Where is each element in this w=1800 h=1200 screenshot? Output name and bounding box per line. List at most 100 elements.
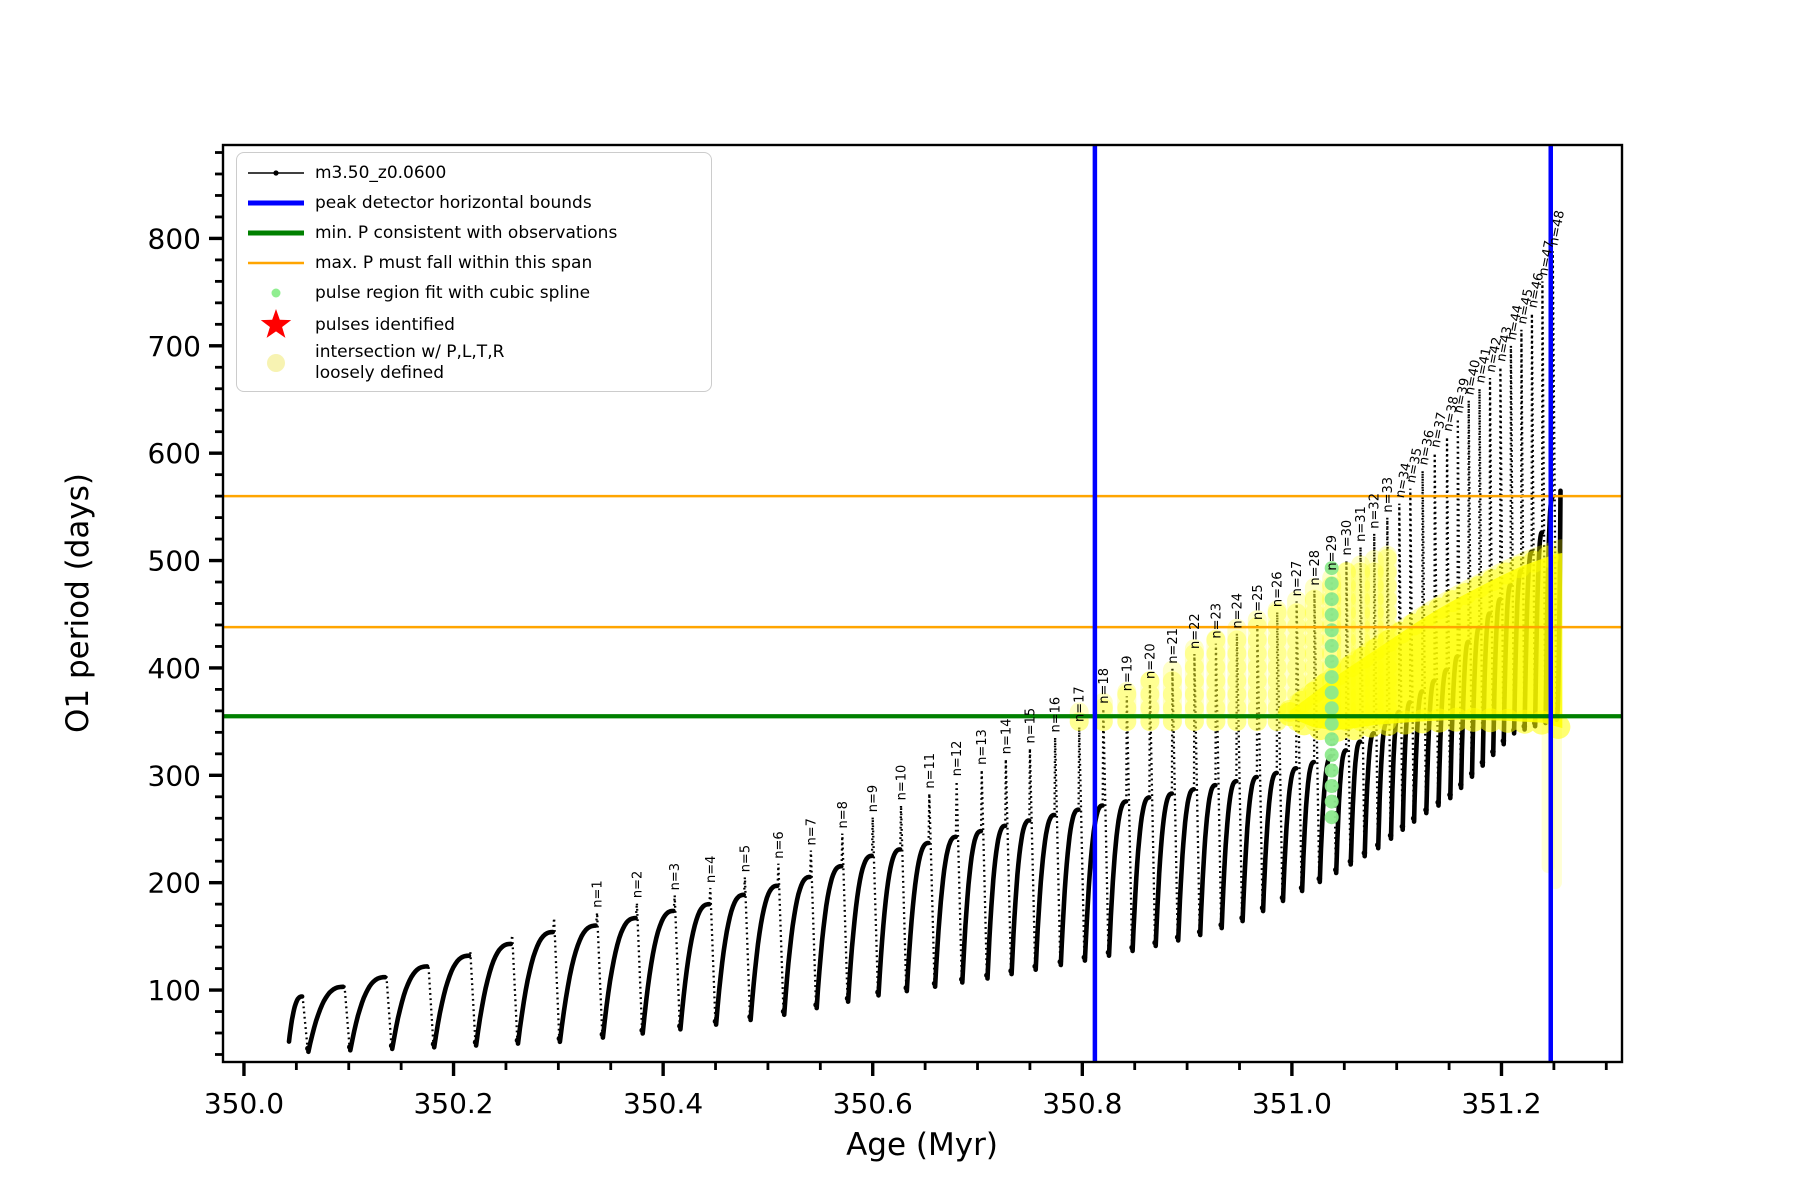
pulse-minimum-dot: [1152, 939, 1158, 946]
pulse-minimum-dot: [1435, 799, 1441, 806]
pulse-minimum-dot: [780, 1008, 787, 1015]
pulse-minimum-dot: [1490, 748, 1496, 755]
pulse-minimum-dot: [388, 1042, 395, 1049]
pulse-label: n=5: [738, 845, 753, 872]
spline-fit-dot: [1324, 716, 1339, 731]
pulse-label: n=12: [950, 741, 965, 777]
y-axis-label: O1 period (days): [60, 473, 96, 733]
pulse-label: n=47: [1536, 239, 1558, 277]
pulse-minimum-dot: [1057, 959, 1064, 965]
spline-fit-dot: [1324, 592, 1339, 607]
intersection-region: [1069, 539, 1575, 890]
pulse-label: n=7: [804, 818, 819, 845]
legend-marker-thick-line-icon: [248, 200, 304, 206]
pulse-label: n=32: [1368, 493, 1383, 529]
pulse-label: n=36: [1416, 429, 1438, 467]
pulse-label: n=11: [923, 753, 938, 789]
pulse-label: n=22: [1188, 613, 1203, 649]
pulse-label: n=6: [772, 831, 787, 858]
pulse-label: n=23: [1209, 603, 1224, 639]
yellow-wedge-top-blobs: [1278, 542, 1574, 722]
pulse-minimum-dot: [1196, 929, 1203, 935]
pulse-minimum-dot: [1447, 792, 1453, 798]
pulse-minimum-dot: [1008, 968, 1014, 974]
pulse-minimum-dot: [1468, 770, 1475, 777]
spline-fit-dot: [1324, 779, 1339, 793]
pulse-label: n=37: [1428, 411, 1450, 449]
pulse-minimum-dot: [305, 1045, 311, 1052]
pulse-label: n=26: [1271, 571, 1286, 607]
pulse-minimum-dot: [1032, 963, 1038, 970]
pulse-label: n=1: [591, 880, 606, 907]
pulse-label: n=33: [1381, 477, 1396, 513]
pulse-label: n=31: [1354, 506, 1369, 542]
spline-fit-dot: [1324, 685, 1339, 700]
legend-item: pulses identified: [237, 308, 711, 342]
yellow-wedge: [1289, 553, 1563, 731]
pulse-label: n=28: [1308, 550, 1323, 586]
pulse-label: n=10: [895, 765, 910, 801]
legend-item: min. P consistent with observations: [237, 218, 711, 248]
pulse-label: n=42: [1484, 336, 1506, 374]
pulse-label: n=30: [1340, 520, 1355, 556]
pulse-minimum-dot: [514, 1037, 521, 1044]
legend-marker-star-icon: [260, 309, 292, 338]
pulse-minimum-dot: [1105, 949, 1112, 956]
pulse-minimum-dot: [1239, 915, 1245, 921]
legend-item-label: pulse region fit with cubic spline: [315, 282, 591, 303]
legend-marker-small-dot-icon: [271, 288, 281, 298]
pulse-label: n=15: [1023, 708, 1038, 744]
pulse-label: n=40: [1462, 358, 1484, 396]
x-tick-label: 350.0: [204, 1087, 284, 1120]
pulse-label: n=16: [1049, 697, 1064, 733]
pulse-labels: n=1 n=2 n=3 n=4 n=5 n=6 n=7 n=8 n=9 n=10 n=11 n=12 n…: [591, 209, 1568, 908]
pulse-label: n=2: [630, 871, 645, 898]
pulse-label: n=13: [975, 729, 990, 765]
pulse-label: n=27: [1290, 561, 1305, 597]
y-tick-label: 600: [148, 437, 201, 470]
pulse-minimum-dot: [1361, 850, 1368, 856]
pulse-minimum-dot: [903, 985, 910, 991]
pulse-minimum-dot: [556, 1035, 563, 1042]
pulse-minimum-dot: [813, 1002, 819, 1008]
spline-fit-dot: [1324, 576, 1339, 591]
pulse-minimum-dot: [712, 1018, 719, 1025]
legend-marker-big-dot-icon: [267, 354, 285, 372]
legend-item-label: min. P consistent with observations: [315, 222, 618, 243]
y-tick-label: 300: [148, 759, 201, 792]
x-tick-label: 350.6: [833, 1087, 913, 1120]
pulse-label: n=38: [1441, 395, 1463, 433]
pulse-minimum-dot: [1298, 885, 1305, 891]
pulse-minimum-dot: [347, 1044, 353, 1050]
y-tick-label: 200: [148, 867, 201, 900]
pulse-minimum-dot: [1333, 867, 1339, 873]
spline-fit-dot: [1324, 561, 1339, 576]
pulse-minimum-dot: [1399, 823, 1406, 830]
pulse-minimum-dot: [984, 972, 990, 979]
pulse-minimum-dot: [1458, 781, 1464, 788]
pulse-minimum-dot: [747, 1014, 753, 1020]
pulse-minimum-dot: [959, 976, 965, 983]
pulse-label: n=44: [1505, 304, 1527, 342]
pulse-label: n=25: [1251, 584, 1266, 620]
legend-item-label: intersection w/ P,L,T,R loosely defined: [315, 342, 505, 383]
spline-fit-dot: [1324, 654, 1339, 669]
y-tick-label: 100: [148, 974, 201, 1007]
legend-marker-thin-line-icon: [248, 261, 304, 265]
y-tick-label: 500: [148, 545, 201, 578]
pulse-minimum-dot: [1218, 922, 1224, 928]
pulse-label: n=34: [1393, 461, 1415, 499]
pulse-minimum-dot: [1410, 815, 1417, 822]
pulse-minimum-dot: [639, 1027, 645, 1034]
x-axis-label: Age (Myr): [846, 1127, 998, 1163]
pulse-label: n=3: [668, 863, 683, 890]
pulse-label: n=17: [1073, 686, 1088, 722]
pulse-minimum-dot: [1387, 832, 1394, 839]
pulse-minimum-dot: [472, 1039, 479, 1045]
x-tick-label: 350.4: [623, 1087, 703, 1120]
legend-item-label: pulses identified: [315, 314, 455, 335]
pulse-minimum-dot: [1316, 875, 1323, 882]
y-tick-label: 800: [148, 222, 201, 255]
